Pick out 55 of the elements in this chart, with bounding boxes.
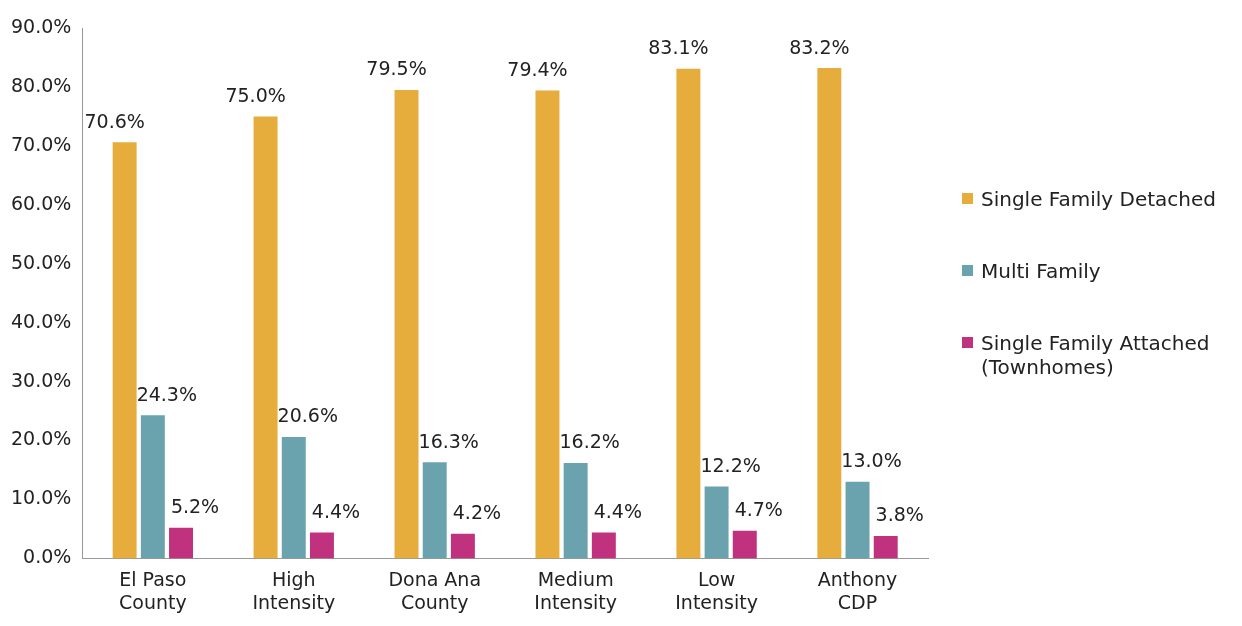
bar bbox=[394, 89, 419, 559]
bar bbox=[309, 532, 334, 559]
data-label: 3.8% bbox=[875, 503, 924, 526]
x-tick-label: Dona Ana County bbox=[388, 567, 482, 613]
data-label: 4.7% bbox=[734, 498, 783, 521]
bar bbox=[676, 68, 701, 559]
bar bbox=[422, 462, 447, 559]
data-label: 4.2% bbox=[452, 501, 502, 524]
bar bbox=[140, 415, 165, 559]
y-tick-label: 70.0% bbox=[11, 132, 72, 155]
data-label: 13.0% bbox=[841, 449, 902, 472]
data-label: 16.3% bbox=[418, 429, 479, 452]
bar bbox=[704, 486, 729, 559]
data-label: 4.4% bbox=[311, 499, 361, 522]
bar bbox=[169, 527, 193, 559]
y-tick-label: 80.0% bbox=[11, 73, 72, 96]
bar bbox=[845, 481, 870, 559]
x-tick-label: Low Intensity bbox=[675, 567, 758, 613]
bar bbox=[873, 536, 898, 559]
y-tick-label: 20.0% bbox=[11, 427, 72, 450]
data-label: 79.5% bbox=[366, 57, 427, 80]
bar bbox=[591, 532, 616, 559]
data-label: 70.6% bbox=[84, 109, 145, 132]
data-label: 4.4% bbox=[593, 499, 642, 522]
data-label: 12.2% bbox=[700, 453, 761, 476]
data-label: 24.3% bbox=[136, 382, 198, 405]
y-tick-label: 90.0% bbox=[11, 14, 72, 37]
bar bbox=[112, 142, 137, 559]
bar bbox=[732, 530, 757, 559]
y-tick-label: 50.0% bbox=[11, 250, 72, 273]
x-tick-label: Anthony CDP bbox=[817, 567, 898, 613]
x-tick-label: El Paso County bbox=[118, 567, 187, 613]
bar bbox=[281, 437, 306, 559]
data-label: 83.2% bbox=[789, 35, 850, 58]
bar bbox=[563, 462, 588, 559]
y-tick-label: 0.0% bbox=[23, 545, 72, 568]
bar bbox=[535, 90, 560, 559]
y-tick-label: 40.0% bbox=[11, 309, 72, 332]
bar bbox=[253, 116, 278, 559]
y-tick-label: 30.0% bbox=[11, 368, 72, 391]
legend-label: Multi Family bbox=[981, 259, 1101, 283]
data-label: 83.1% bbox=[648, 36, 709, 59]
bar bbox=[450, 533, 475, 559]
data-label: 16.2% bbox=[559, 430, 620, 453]
legend-label: Single Family Detached bbox=[981, 187, 1217, 211]
bar bbox=[817, 68, 842, 559]
legend-label: Single Family Attached (Townhomes) bbox=[981, 331, 1211, 379]
data-label: 5.2% bbox=[170, 495, 220, 518]
x-tick-label: Medium Intensity bbox=[534, 567, 617, 613]
y-tick-label: 60.0% bbox=[11, 191, 72, 214]
data-label: 79.4% bbox=[507, 57, 568, 80]
data-label: 20.6% bbox=[277, 404, 338, 427]
y-tick-label: 10.0% bbox=[11, 486, 72, 509]
data-label: 75.0% bbox=[225, 83, 286, 106]
x-tick-label: High Intensity bbox=[252, 567, 336, 613]
